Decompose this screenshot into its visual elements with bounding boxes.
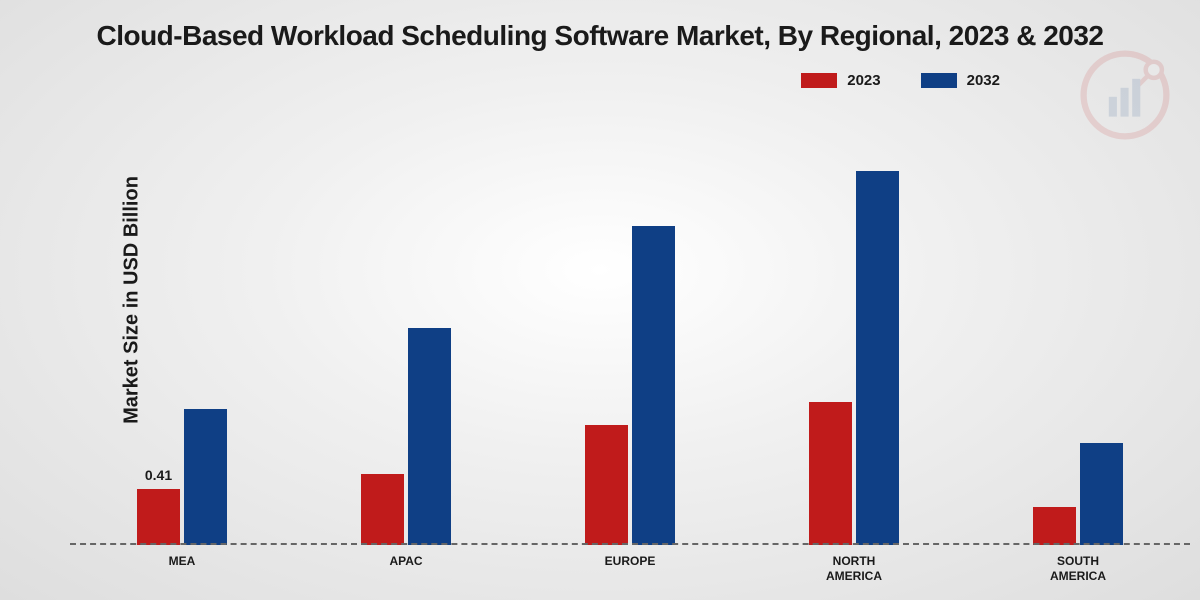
bar-groups: 0.41 [70,110,1190,545]
bar-value-label: 0.41 [145,467,172,483]
bar-2032 [856,171,899,545]
legend-item-2032: 2032 [921,72,1000,89]
bar-2023 [1033,507,1076,545]
bar-group [518,110,742,545]
bar-group [294,110,518,545]
bar-2023 [361,474,404,545]
bar-2032 [1080,443,1123,545]
x-tick-label: EUROPE [518,554,742,584]
bar-group [742,110,966,545]
x-axis-baseline [70,543,1190,545]
x-tick-label: APAC [294,554,518,584]
bar-group [966,110,1190,545]
bar-group: 0.41 [70,110,294,545]
x-axis-labels: MEAAPACEUROPENORTH AMERICASOUTH AMERICA [70,554,1190,584]
bar-2032 [408,328,451,546]
bar-2023 [809,402,852,545]
bar-2032 [632,226,675,545]
x-tick-label: SOUTH AMERICA [966,554,1190,584]
legend-swatch-2023 [801,73,837,88]
legend: 2023 2032 [801,72,1000,89]
x-tick-label: MEA [70,554,294,584]
chart-title: Cloud-Based Workload Scheduling Software… [0,20,1200,52]
bar-2023 [585,425,628,545]
x-tick-label: NORTH AMERICA [742,554,966,584]
legend-label-2023: 2023 [847,72,880,89]
bar-2032 [184,409,227,545]
legend-label-2032: 2032 [967,72,1000,89]
legend-swatch-2032 [921,73,957,88]
plot-area: 0.41 [70,110,1190,545]
bar-2023 [137,489,180,545]
legend-item-2023: 2023 [801,72,880,89]
